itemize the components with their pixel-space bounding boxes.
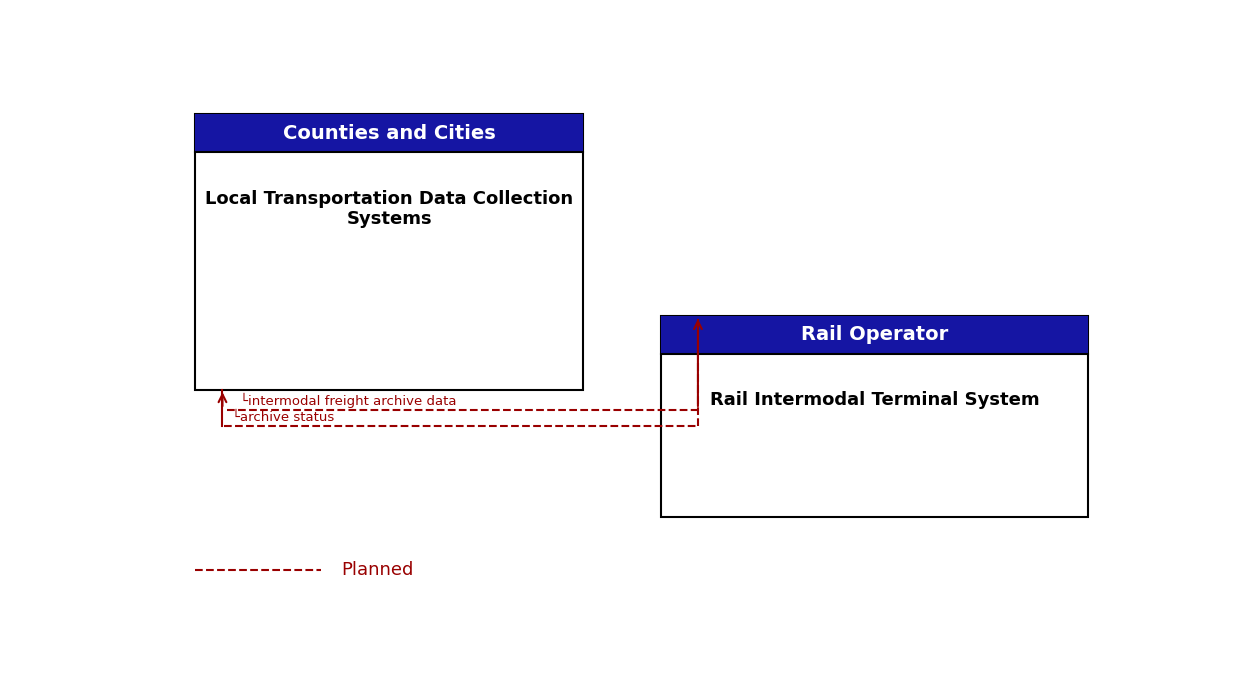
Bar bbox=[661, 316, 1088, 354]
Bar bbox=[661, 316, 1088, 517]
Text: Local Transportation Data Collection
Systems: Local Transportation Data Collection Sys… bbox=[205, 190, 573, 228]
Text: Planned: Planned bbox=[341, 561, 413, 579]
Bar bbox=[195, 114, 583, 153]
Text: └intermodal freight archive data: └intermodal freight archive data bbox=[240, 393, 457, 408]
Text: Counties and Cities: Counties and Cities bbox=[283, 124, 496, 143]
Text: Rail Intermodal Terminal System: Rail Intermodal Terminal System bbox=[710, 391, 1039, 409]
Text: Rail Operator: Rail Operator bbox=[801, 325, 948, 344]
Text: └archive status: └archive status bbox=[232, 411, 334, 424]
Bar bbox=[195, 114, 583, 390]
